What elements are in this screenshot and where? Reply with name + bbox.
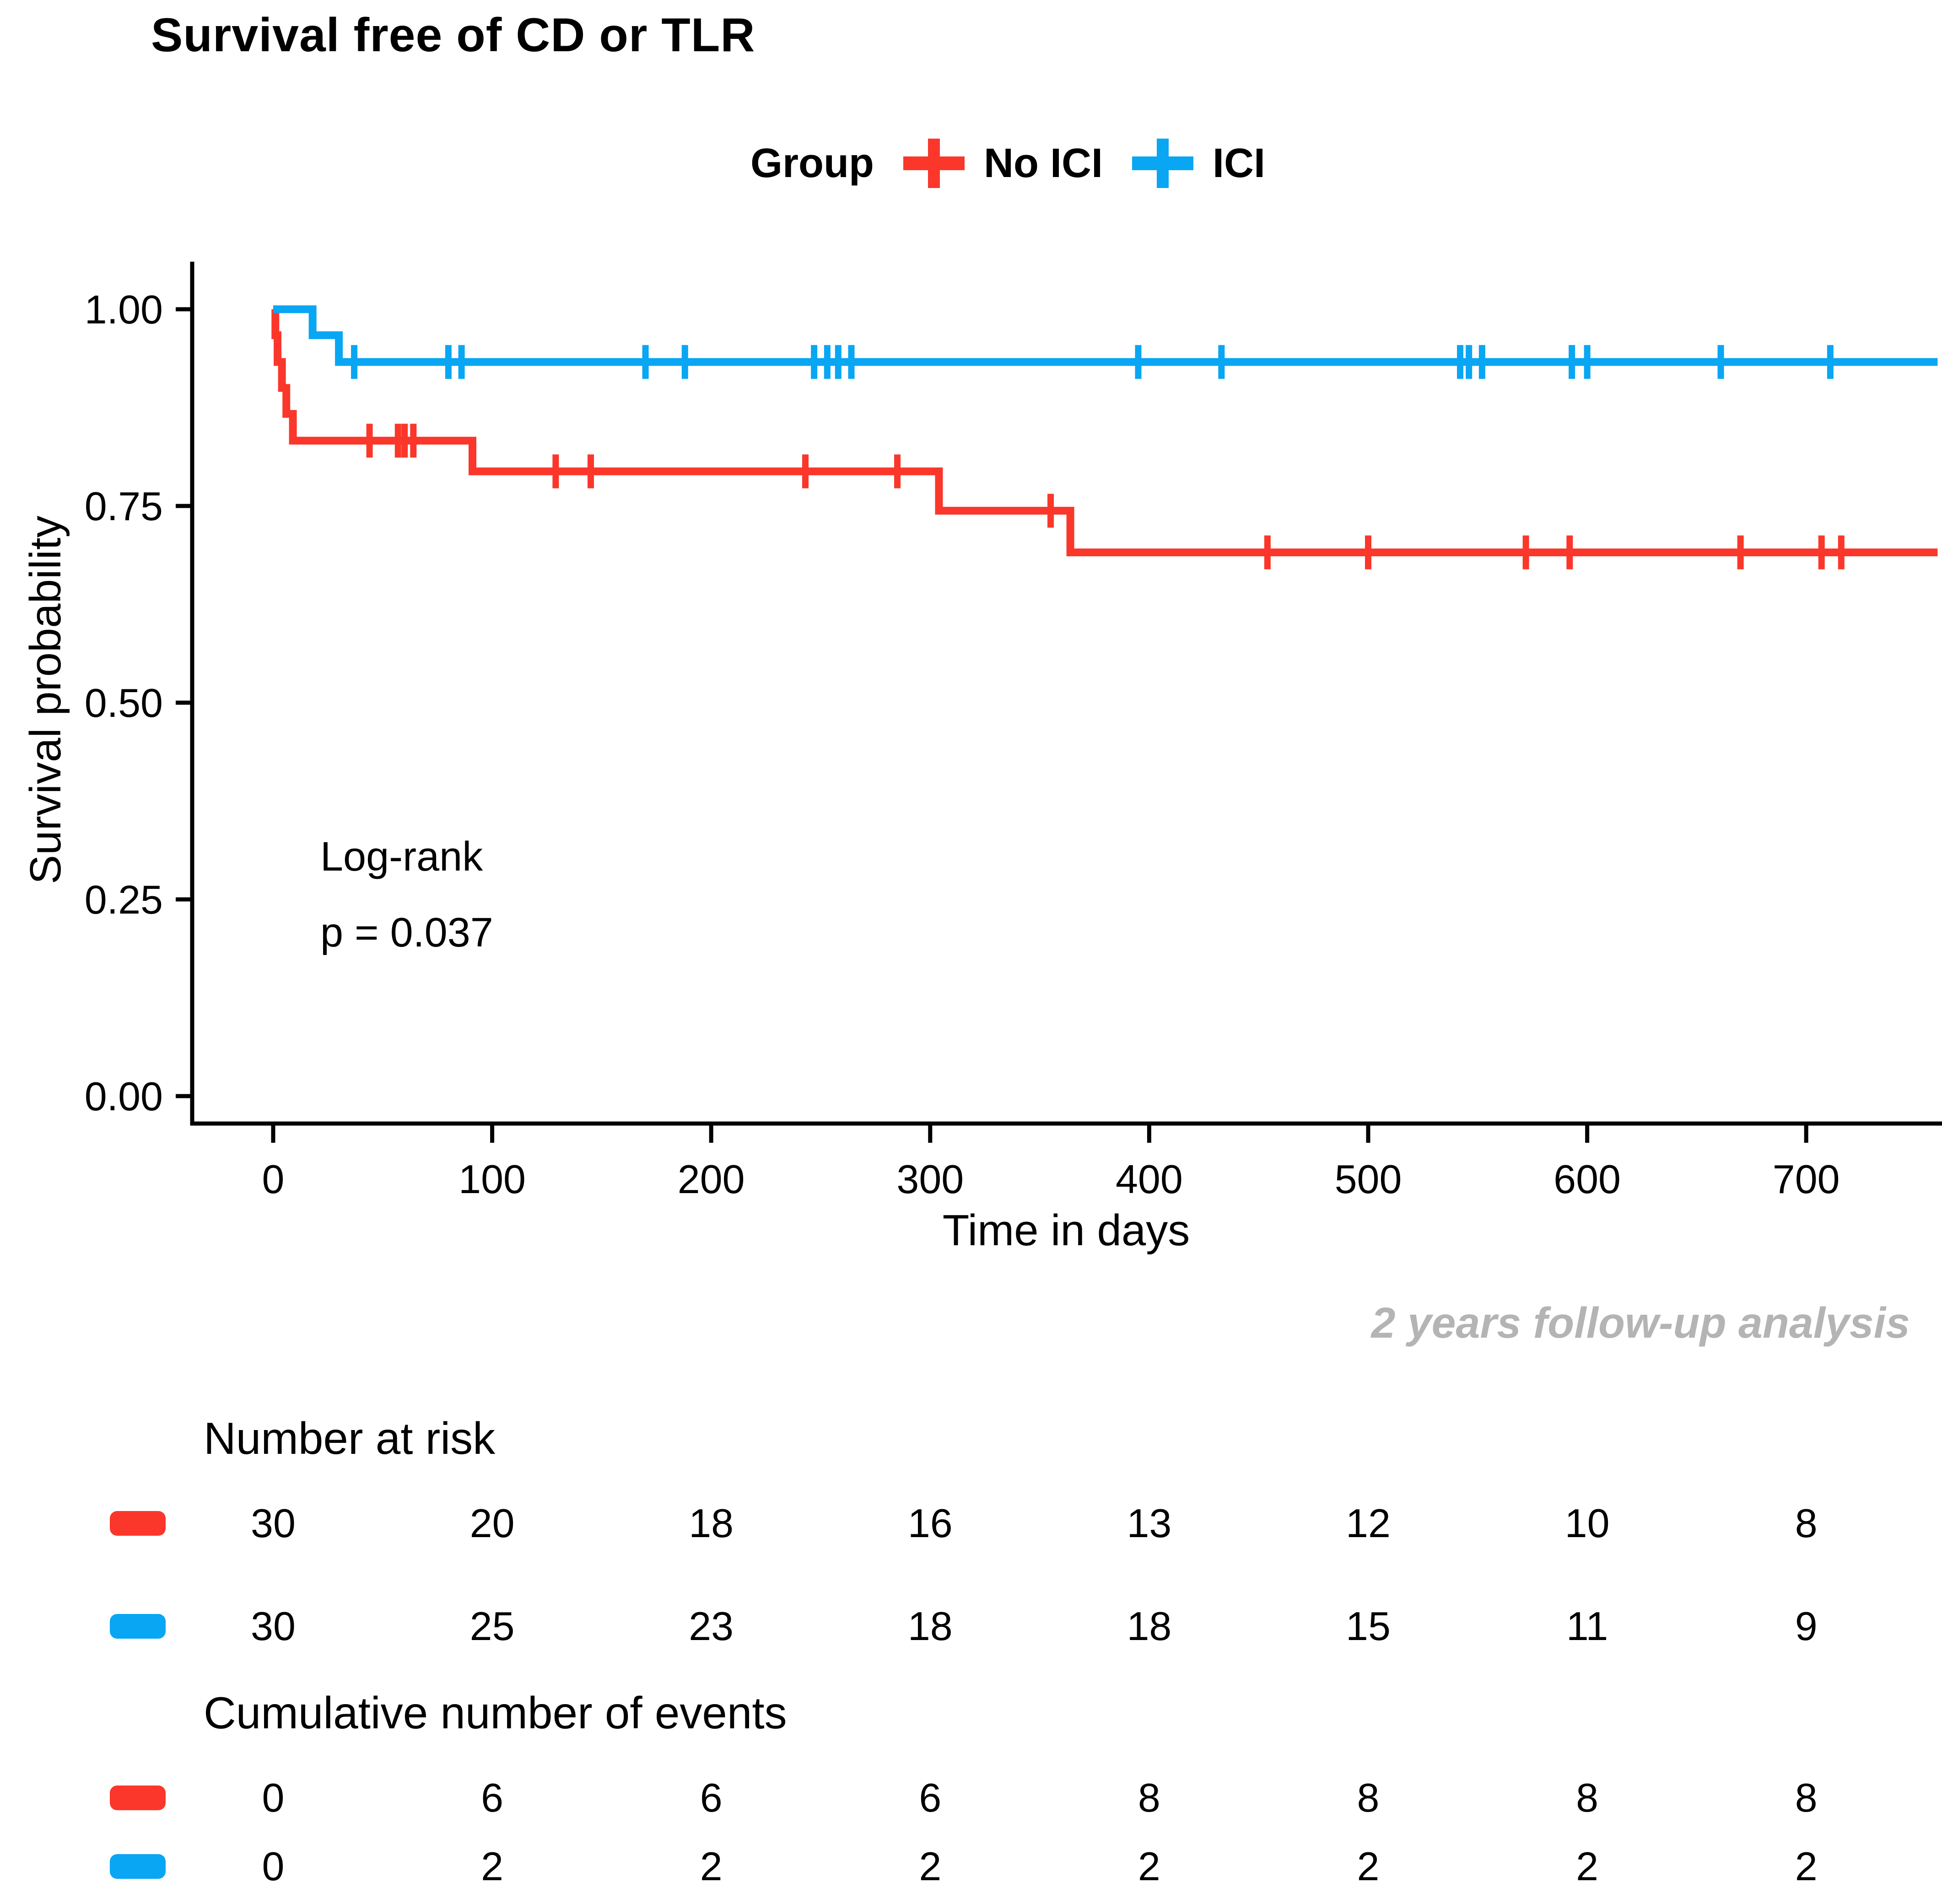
legend-item-label: No ICI xyxy=(983,140,1103,186)
y-tick-label: 0.75 xyxy=(85,484,163,529)
risk-value: 9 xyxy=(1795,1603,1818,1649)
event-value: 6 xyxy=(919,1775,942,1820)
x-tick-label: 200 xyxy=(678,1156,745,1202)
event-value: 6 xyxy=(700,1775,723,1820)
y-tick-label: 1.00 xyxy=(85,287,163,332)
survival-curve-ici xyxy=(273,305,1938,366)
group-color-key xyxy=(110,1854,166,1879)
risk-value: 30 xyxy=(251,1501,296,1546)
survival-curve-no-ici xyxy=(271,305,1938,556)
risk-value: 16 xyxy=(907,1501,953,1546)
event-value: 0 xyxy=(262,1844,285,1889)
event-value: 2 xyxy=(1138,1844,1160,1889)
x-tick-label: 400 xyxy=(1116,1156,1183,1202)
risk-value: 25 xyxy=(469,1603,515,1649)
group-color-key xyxy=(110,1511,166,1536)
risk-value: 18 xyxy=(1127,1603,1172,1649)
event-value: 0 xyxy=(262,1775,285,1820)
event-value: 8 xyxy=(1138,1775,1160,1820)
event-value: 2 xyxy=(1357,1844,1380,1889)
risk-value: 11 xyxy=(1566,1603,1608,1649)
y-tick-label: 0.25 xyxy=(85,877,163,922)
y-tick-label: 0.50 xyxy=(85,680,163,726)
group-color-key xyxy=(110,1614,166,1639)
legend-group-label: Group xyxy=(750,140,874,186)
legend: Group No ICI ICI xyxy=(750,134,1265,193)
event-value: 2 xyxy=(1795,1844,1818,1889)
event-value: 2 xyxy=(1576,1844,1599,1889)
logrank-annotation-line1: Log-rank xyxy=(320,834,483,880)
x-tick-label: 300 xyxy=(896,1156,964,1202)
event-value: 2 xyxy=(700,1844,723,1889)
event-value: 8 xyxy=(1576,1775,1599,1820)
legend-item-no-ici: No ICI xyxy=(900,135,1103,192)
legend-censor-cross-icon xyxy=(903,139,965,188)
risk-value: 10 xyxy=(1564,1501,1610,1546)
followup-footnote: 2 years follow-up analysis xyxy=(1371,1299,1910,1347)
risk-value: 15 xyxy=(1346,1603,1391,1649)
event-value: 2 xyxy=(919,1844,942,1889)
y-tick-label: 0.00 xyxy=(85,1074,163,1119)
event-value: 6 xyxy=(481,1775,504,1820)
legend-item-label: ICI xyxy=(1212,140,1265,186)
x-axis-title: Time in days xyxy=(942,1206,1190,1255)
events-table-heading: Cumulative number of events xyxy=(204,1688,787,1738)
risk-value: 30 xyxy=(251,1603,296,1649)
legend-item-ici: ICI xyxy=(1128,135,1265,192)
legend-censor-cross-icon xyxy=(1132,139,1193,188)
risk-value: 13 xyxy=(1127,1501,1172,1546)
figure-title: Survival free of CD or TLR xyxy=(151,9,755,62)
risk-value: 23 xyxy=(689,1603,734,1649)
risk-value: 12 xyxy=(1346,1501,1391,1546)
event-value: 8 xyxy=(1357,1775,1380,1820)
x-tick-label: 0 xyxy=(262,1156,285,1202)
risk-value: 18 xyxy=(907,1603,953,1649)
event-value: 2 xyxy=(481,1844,504,1889)
risk-value: 18 xyxy=(689,1501,734,1546)
group-color-key xyxy=(110,1786,166,1810)
x-tick-label: 100 xyxy=(459,1156,526,1202)
logrank-annotation-line2: p = 0.037 xyxy=(320,910,493,956)
y-axis-title: Survival probability xyxy=(21,516,70,884)
event-value: 8 xyxy=(1795,1775,1818,1820)
risk-value: 8 xyxy=(1795,1501,1818,1546)
risk-value: 20 xyxy=(469,1501,515,1546)
risk-table-heading: Number at risk xyxy=(204,1413,496,1463)
x-tick-label: 700 xyxy=(1773,1156,1840,1202)
x-tick-label: 600 xyxy=(1554,1156,1621,1202)
x-tick-label: 500 xyxy=(1335,1156,1402,1202)
